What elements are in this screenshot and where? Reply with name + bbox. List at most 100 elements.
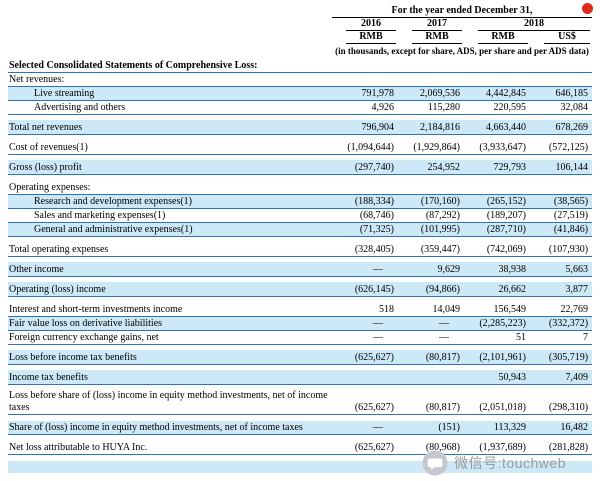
- cell-value: (80,817): [398, 390, 464, 415]
- cell-value: (625,627): [332, 350, 398, 365]
- cell-value: 4,926: [332, 100, 398, 115]
- row-label: Gross (loss) profit: [8, 160, 332, 175]
- cell-value: (101,995): [398, 222, 464, 237]
- cell-value: 14,049: [398, 302, 464, 317]
- cell-value: (625,627): [332, 390, 398, 415]
- cell-value: [398, 370, 464, 385]
- row-spacer: [8, 256, 593, 262]
- units-note-row: (in thousands, except for share, ADS, pe…: [8, 44, 592, 58]
- row-label: General and administrative expenses(1): [8, 222, 332, 237]
- period-row: For the year ended December 31,: [8, 5, 593, 18]
- table-row: Advertising and others 4,926 115,280 220,59…: [8, 100, 593, 115]
- cell-value: (38,565): [530, 194, 593, 209]
- cell-value: [464, 72, 530, 87]
- table-row: Research and development expenses(1) (188…: [8, 194, 593, 209]
- period-title: For the year ended December 31,: [332, 5, 593, 18]
- table-row: Selected Consolidated Statements of Comp…: [8, 58, 593, 73]
- cell-value: [464, 180, 530, 195]
- cell-value: 2,184,816: [398, 120, 464, 135]
- cell-value: 113,329: [464, 420, 530, 435]
- cell-value: 32,084: [530, 100, 593, 115]
- table-row: Fair value loss on derivative liabilitie…: [8, 316, 593, 331]
- cell-value: 2,069,536: [398, 86, 464, 101]
- header-spacer-cell: [8, 18, 332, 31]
- cell-value: (68,746): [332, 208, 398, 223]
- row-label: Share of (loss) income in equity method …: [8, 420, 332, 435]
- years-row: 2016 2017 2018: [8, 18, 592, 31]
- cell-value: (625,627): [332, 440, 398, 455]
- currency-row: RMB RMB RMB US$: [8, 31, 592, 44]
- table-row: Total operating expenses (328,405) (359,44…: [8, 242, 593, 257]
- table-row: Gross (loss) profit (297,740) 254,952 729,7…: [8, 160, 593, 175]
- row-label: Interest and short-term investments inco…: [8, 302, 332, 317]
- cell-value: (188,334): [332, 194, 398, 209]
- year-2017: 2017: [412, 18, 462, 31]
- cell-value: (742,069): [464, 242, 530, 257]
- cell-value: [398, 180, 464, 195]
- cell-value: 38,938: [464, 262, 530, 277]
- header-spacer-cell: [8, 31, 332, 44]
- table-row: Interest and short-term investments inco…: [8, 302, 593, 317]
- cell-value: 26,662: [464, 282, 530, 297]
- row-label: Operating (loss) income: [8, 282, 332, 297]
- year-2018: 2018: [478, 18, 591, 31]
- cell-value: (572,125): [530, 140, 593, 155]
- cell-value: 50,943: [464, 370, 530, 385]
- row-spacer: [8, 236, 593, 242]
- row-label: Sales and marketing expenses(1): [8, 208, 332, 223]
- cell-value: [530, 180, 593, 195]
- cell-value: 51: [464, 330, 530, 345]
- cell-value: (80,817): [398, 350, 464, 365]
- cell-value: (287,710): [464, 222, 530, 237]
- cell-value: 9,629: [398, 262, 464, 277]
- header-spacer-cell: [8, 44, 332, 58]
- cell-value: 3,877: [530, 282, 593, 297]
- row-label: Cost of revenues(1): [8, 140, 332, 155]
- cell-value: 4,442,845: [464, 86, 530, 101]
- table-row: Share of (loss) income in equity method …: [8, 420, 593, 435]
- cell-value: 796,904: [332, 120, 398, 135]
- cell-value: [332, 58, 398, 73]
- cell-value: (189,207): [464, 208, 530, 223]
- table-row: Loss before income tax benefits (625,627)…: [8, 350, 593, 365]
- cell-value: (626,145): [332, 282, 398, 297]
- currency-rmb-2017: RMB: [412, 31, 462, 44]
- table-row: Live streaming 791,978 2,069,536 4,442,845 6…: [8, 86, 593, 101]
- table-row: General and administrative expenses(1) (7…: [8, 222, 593, 237]
- row-label: Net loss attributable to HUYA Inc.: [8, 440, 332, 455]
- cell-value: (2,101,961): [464, 350, 530, 365]
- cell-value: 220,595: [464, 100, 530, 115]
- currency-rmb-2018: RMB: [478, 31, 528, 44]
- row-label: Total net revenues: [8, 120, 332, 135]
- row-spacer: [8, 344, 593, 350]
- row-spacer: [8, 174, 593, 180]
- row-spacer: [8, 414, 593, 421]
- cell-value: (2,285,223): [464, 316, 530, 331]
- table-row: Income tax benefits 50,943 7,409: [8, 370, 593, 385]
- row-label: Income tax benefits: [8, 370, 332, 385]
- cell-value: [464, 58, 530, 73]
- cell-value: 4,663,440: [464, 120, 530, 135]
- cell-value: 729,793: [464, 160, 530, 175]
- row-label: [8, 460, 332, 473]
- cell-value: —: [332, 262, 398, 277]
- year-2016: 2016: [346, 18, 396, 31]
- cell-value: (1,937,689): [464, 440, 530, 455]
- row-label: Net revenues:: [8, 72, 332, 87]
- cell-value: (170,160): [398, 194, 464, 209]
- cell-value: (107,930): [530, 242, 593, 257]
- cell-value: [332, 180, 398, 195]
- row-label: Total operating expenses: [8, 242, 332, 257]
- cell-value: [530, 72, 593, 87]
- period-cell: For the year ended December 31,: [332, 5, 593, 18]
- watermark: 微信号:touchweb: [422, 450, 566, 476]
- table-header: For the year ended December 31, 2016 201…: [8, 5, 593, 58]
- cell-value: 22,769: [530, 302, 593, 317]
- table-row: Operating (loss) income (626,145) (94,866)…: [8, 282, 593, 297]
- row-label: Loss before share of (loss) income in eq…: [8, 390, 332, 415]
- cell-value: (1,094,644): [332, 140, 398, 155]
- row-label: Fair value loss on derivative liabilitie…: [8, 316, 332, 331]
- table-body: Selected Consolidated Statements of Comp…: [8, 58, 593, 473]
- red-dot-icon: [582, 3, 593, 14]
